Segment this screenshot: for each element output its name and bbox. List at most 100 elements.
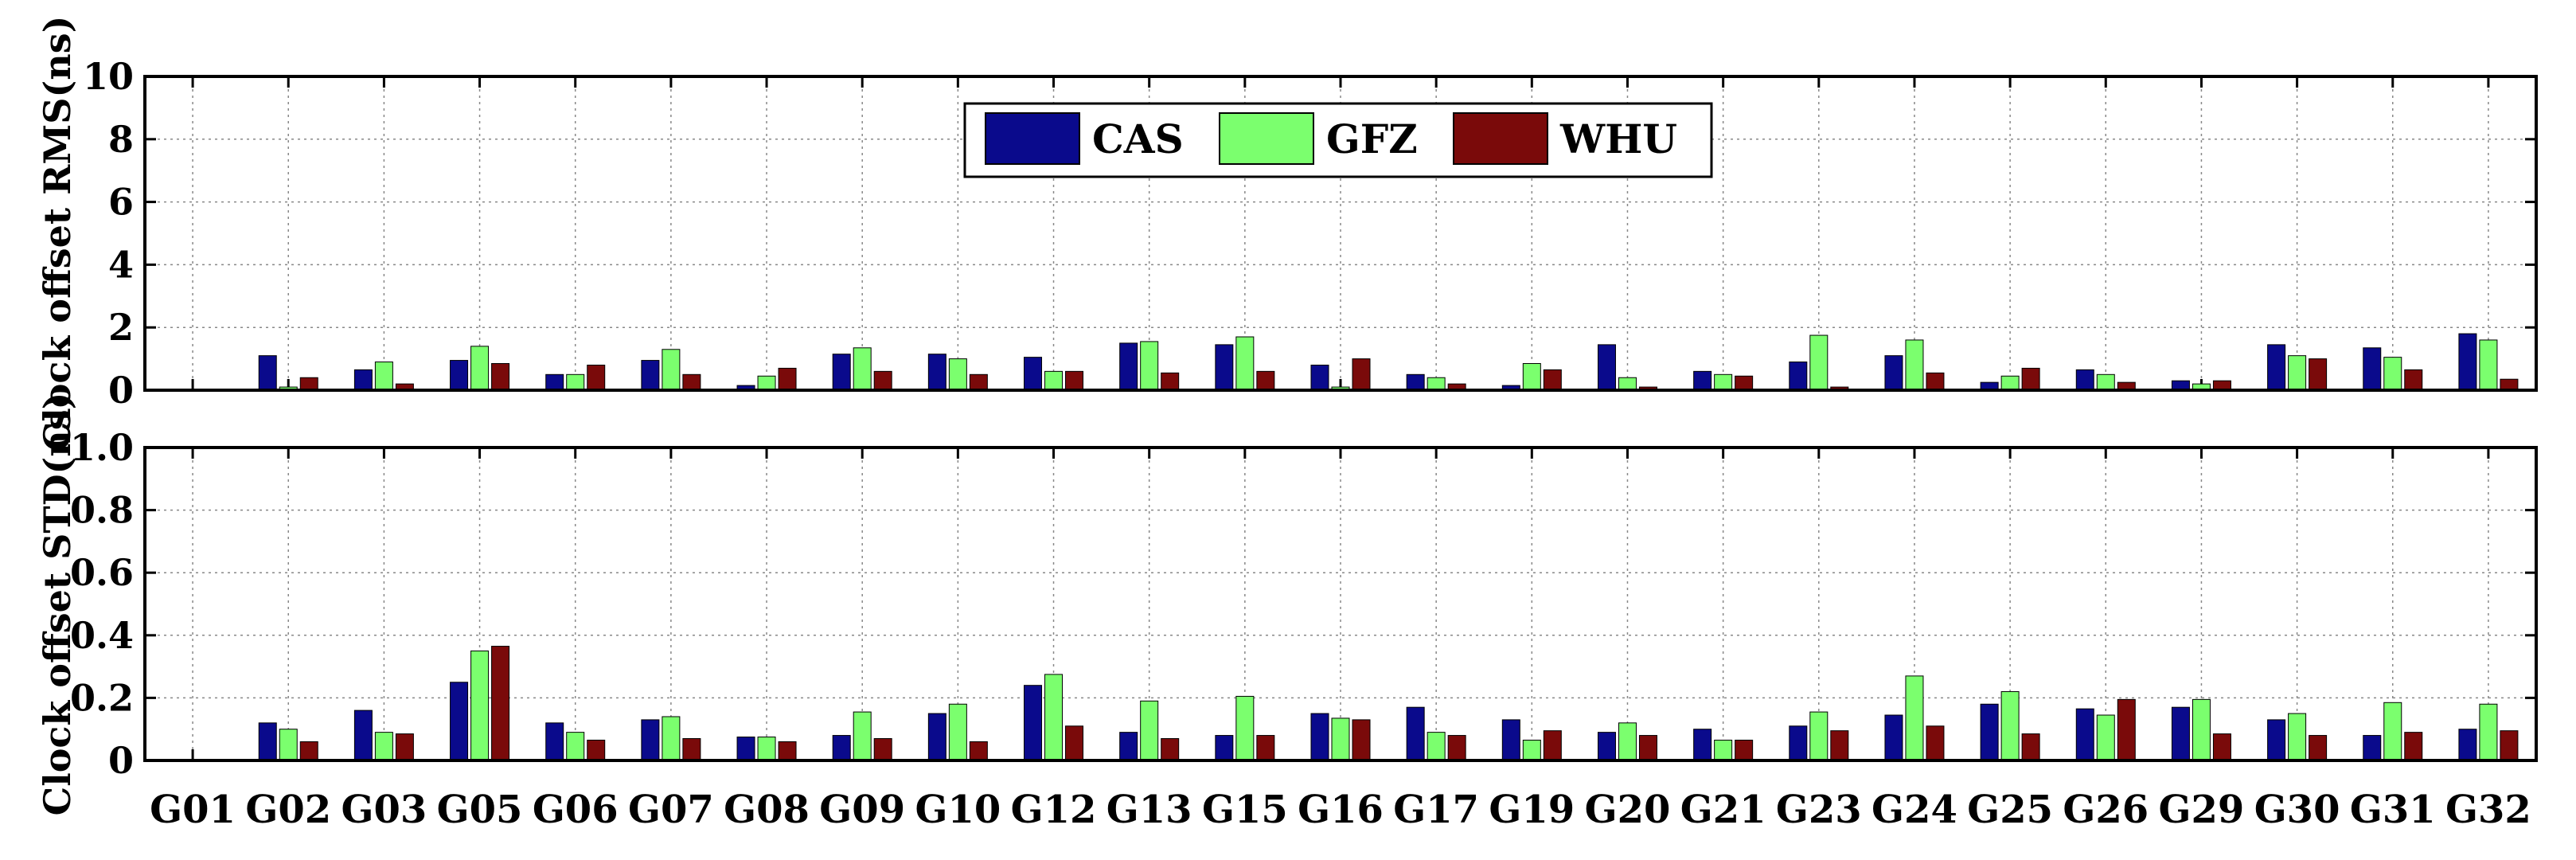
bar-cas-g16 [1310, 364, 1329, 391]
bar-gfz-g03 [374, 362, 393, 391]
x-tick-label: G01 [150, 788, 236, 832]
bar-whu-g17 [1447, 735, 1466, 761]
x-tick-label: G13 [1107, 788, 1192, 832]
bar-gfz-g06 [566, 373, 585, 391]
bar-cas-g06 [545, 722, 564, 761]
bar-cas-g26 [2075, 369, 2094, 391]
x-tick-label: G15 [1202, 788, 1288, 832]
bar-gfz-g21 [1714, 739, 1733, 761]
bar-gfz-g19 [1522, 739, 1541, 761]
bar-cas-g09 [832, 354, 851, 391]
y-axis-title: Clock offset STD(ns) [36, 393, 79, 816]
x-tick-label: G31 [2350, 788, 2436, 832]
bar-whu-g08 [778, 741, 797, 761]
legend-label-whu: WHU [1559, 115, 1677, 162]
bar-gfz-g31 [2383, 702, 2402, 761]
bar-cas-g21 [1693, 370, 1712, 391]
bar-whu-g05 [491, 363, 510, 391]
y-tick-label: 1.0 [70, 426, 134, 469]
bar-cas-g30 [2267, 719, 2286, 761]
x-tick-label: G32 [2445, 788, 2531, 832]
x-tick-label: G12 [1011, 788, 1097, 832]
y-tick-label: 6 [108, 181, 134, 224]
bar-gfz-g12 [1044, 674, 1064, 761]
bar-cas-g06 [545, 373, 564, 391]
bar-cas-g25 [1980, 703, 1999, 761]
x-tick-label: G10 [915, 788, 1001, 832]
bar-gfz-g02 [279, 729, 298, 761]
legend-swatch-whu [1453, 112, 1548, 165]
y-axis-title: Clock offset RMS(ns) [36, 16, 79, 452]
bar-cas-g30 [2267, 344, 2286, 391]
bar-cas-g23 [1789, 362, 1808, 391]
bar-whu-g19 [1543, 730, 1562, 761]
x-tick-label: G26 [2063, 788, 2149, 832]
x-tick-label: G20 [1585, 788, 1671, 832]
legend-swatch-cas [985, 112, 1080, 165]
bar-gfz-g21 [1714, 373, 1733, 391]
x-tick-label: G29 [2159, 788, 2245, 832]
bar-whu-g13 [1161, 372, 1180, 391]
bar-cas-g20 [1597, 344, 1616, 391]
bar-whu-g25 [2021, 733, 2040, 761]
bar-whu-g30 [2309, 358, 2328, 391]
bar-gfz-g24 [1905, 675, 1924, 761]
bar-gfz-g30 [2288, 713, 2307, 761]
bar-whu-g09 [873, 370, 892, 391]
legend-box [963, 102, 1713, 178]
bar-whu-g31 [2404, 369, 2423, 391]
legend-label-cas: CAS [1092, 115, 1184, 162]
bar-cas-g05 [450, 360, 469, 391]
y-tick-label: 4 [108, 243, 134, 286]
legend-label-gfz: GFZ [1326, 115, 1418, 162]
bar-gfz-g24 [1905, 339, 1924, 391]
bar-cas-g17 [1406, 373, 1425, 391]
bar-whu-g05 [491, 646, 510, 761]
bar-cas-g03 [353, 369, 373, 391]
bar-cas-g08 [736, 737, 755, 761]
bar-gfz-g05 [470, 346, 490, 391]
y-tick-label: 0 [108, 739, 134, 782]
bar-whu-g31 [2404, 732, 2423, 761]
bar-gfz-g32 [2479, 703, 2498, 761]
y-tick-label: 0.4 [70, 614, 134, 657]
bar-cas-g23 [1789, 725, 1808, 761]
bar-whu-g19 [1543, 369, 1562, 391]
bar-whu-g20 [1638, 735, 1657, 761]
bar-cas-g24 [1884, 355, 1903, 391]
bar-gfz-g06 [566, 732, 585, 761]
bar-cas-g29 [2171, 706, 2190, 761]
y-tick-label: 0.8 [70, 489, 134, 532]
x-tick-label: G19 [1489, 788, 1575, 832]
x-tick-label: G17 [1393, 788, 1479, 832]
bar-gfz-g07 [662, 716, 681, 761]
x-tick-label: G05 [437, 788, 523, 832]
bar-gfz-g08 [757, 375, 776, 391]
bar-whu-g09 [873, 737, 892, 761]
bar-whu-g21 [1735, 739, 1754, 761]
legend-swatch-gfz [1219, 112, 1314, 165]
x-tick-label: G03 [342, 788, 427, 832]
bar-gfz-g10 [948, 703, 967, 761]
y-tick-label: 0.2 [70, 676, 134, 719]
x-tick-label: G08 [724, 788, 810, 832]
x-tick-label: G23 [1776, 788, 1862, 832]
bar-cas-g10 [927, 713, 946, 761]
bar-whu-g16 [1352, 719, 1371, 761]
x-tick-label: G24 [1872, 788, 1957, 832]
x-tick-label: G16 [1298, 788, 1384, 832]
bar-cas-g32 [2458, 333, 2477, 391]
bar-whu-g02 [299, 377, 318, 391]
bar-gfz-g10 [948, 358, 967, 391]
bar-cas-g13 [1119, 732, 1138, 761]
bar-gfz-g09 [853, 711, 872, 761]
bar-gfz-g16 [1331, 717, 1350, 761]
bar-whu-g26 [2117, 698, 2136, 761]
bar-cas-g12 [1024, 685, 1043, 761]
x-tick-label: G06 [533, 788, 619, 832]
bar-cas-g07 [641, 719, 660, 761]
x-tick-label: G09 [819, 788, 905, 832]
x-tick-label: G25 [1967, 788, 2053, 832]
